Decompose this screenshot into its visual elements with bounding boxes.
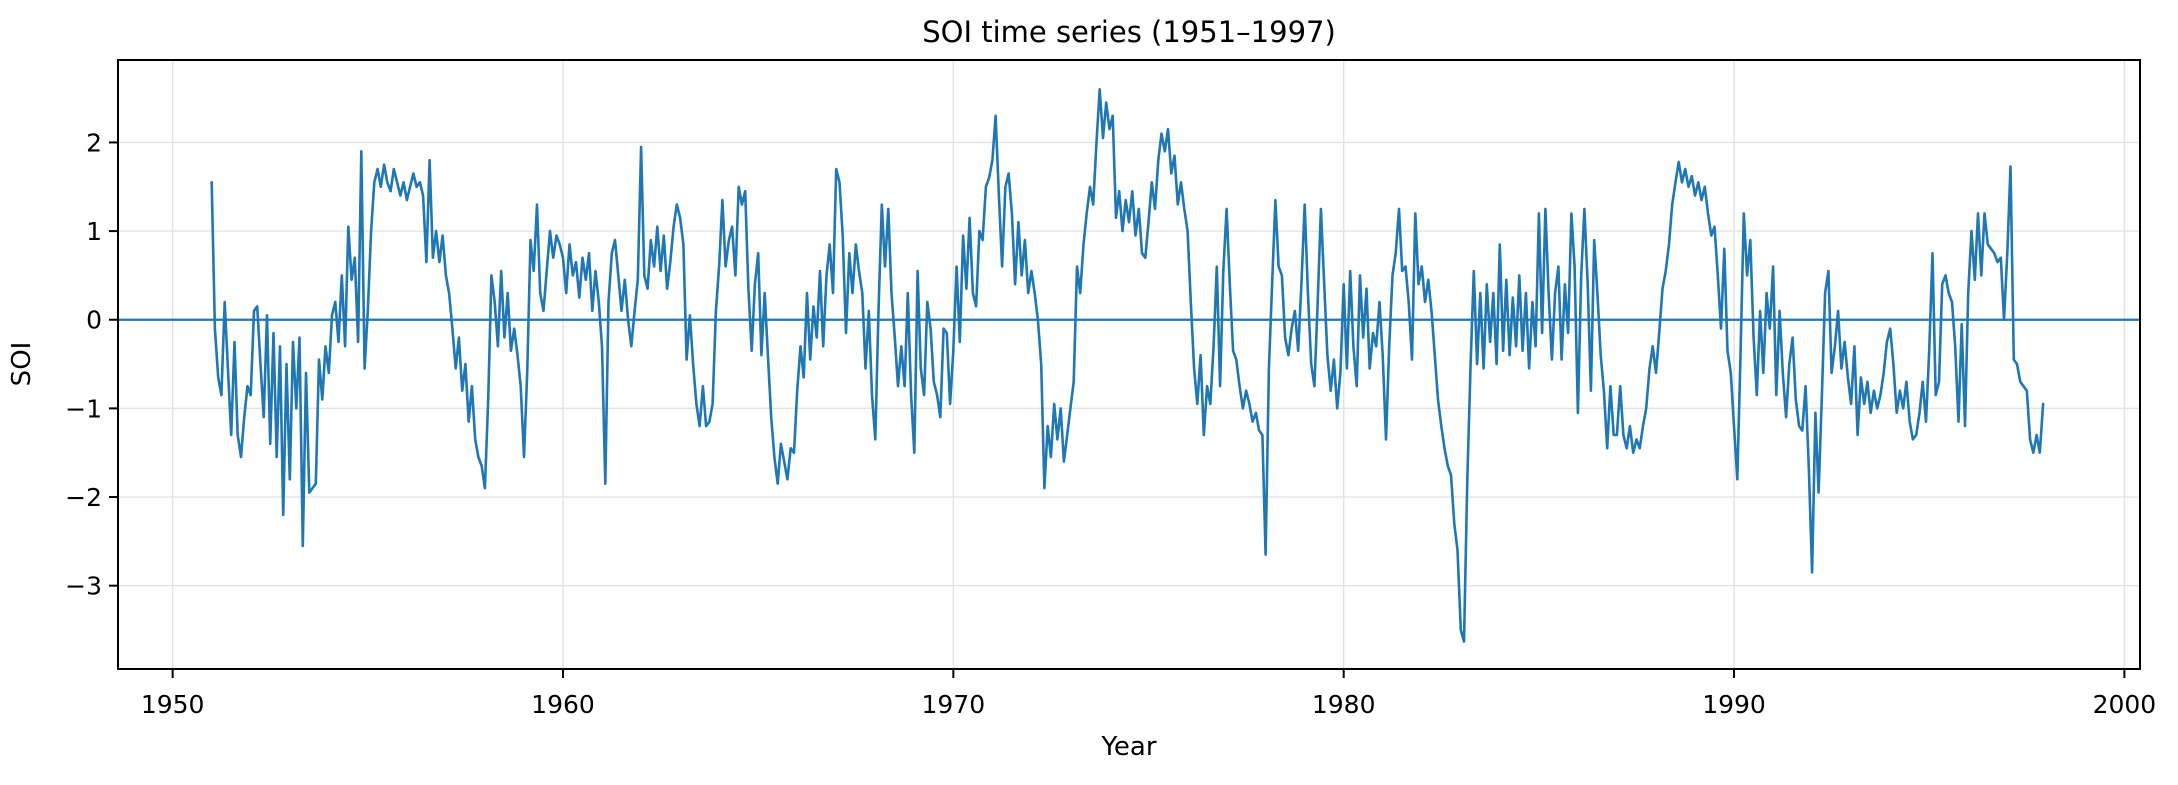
chart-title: SOI time series (1951–1997) bbox=[922, 15, 1336, 49]
x-axis-label: Year bbox=[1100, 732, 1156, 762]
x-tick-label: 1970 bbox=[922, 690, 986, 719]
data-layer bbox=[118, 88, 2140, 643]
y-axis-label: SOI bbox=[7, 342, 37, 387]
plot-spines bbox=[117, 59, 2141, 670]
y-tick-label: 0 bbox=[86, 306, 102, 335]
y-tick-label: 1 bbox=[86, 217, 102, 246]
x-tick-label: 1990 bbox=[1702, 690, 1766, 719]
x-tick-label: 1950 bbox=[141, 690, 205, 719]
axis-layer: 1950 1960 1970 1980 1990 2000 −3 −2 −1 0 1 2 bbox=[65, 59, 2157, 719]
soi-series-line bbox=[210, 88, 2045, 643]
x-tick-label: 1960 bbox=[531, 690, 595, 719]
y-tick-label: 2 bbox=[86, 128, 102, 157]
y-tick-label: −3 bbox=[65, 572, 102, 601]
x-tick-label: 1980 bbox=[1312, 690, 1376, 719]
y-tick-label: −1 bbox=[65, 394, 102, 423]
x-tick-label: 2000 bbox=[2093, 690, 2157, 719]
y-tick-label: −2 bbox=[65, 483, 102, 512]
grid-layer bbox=[118, 60, 2140, 669]
